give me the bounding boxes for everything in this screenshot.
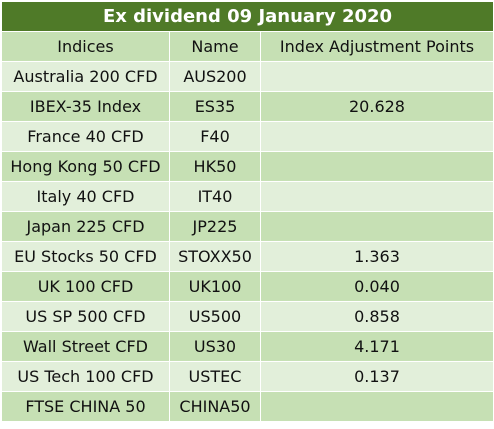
- index-cell: US Tech 100 CFD: [1, 361, 170, 392]
- table-row: Hong Kong 50 CFD HK50: [1, 151, 494, 182]
- table-row: UK 100 CFD UK100 0.040: [1, 271, 494, 302]
- points-cell: [260, 151, 494, 182]
- table-row: Japan 225 CFD JP225: [1, 211, 494, 242]
- index-cell: UK 100 CFD: [1, 271, 170, 302]
- index-cell: Italy 40 CFD: [1, 181, 170, 212]
- index-cell: Japan 225 CFD: [1, 211, 170, 242]
- symbol-cell: AUS200: [169, 61, 261, 92]
- index-cell: US SP 500 CFD: [1, 301, 170, 332]
- table-row: EU Stocks 50 CFD STOXX50 1.363: [1, 241, 494, 272]
- symbol-cell: IT40: [169, 181, 261, 212]
- table-row: Italy 40 CFD IT40: [1, 181, 494, 212]
- title-row: Ex dividend 09 January 2020: [1, 1, 494, 32]
- points-cell: 0.137: [260, 361, 494, 392]
- table-row: IBEX-35 Index ES35 20.628: [1, 91, 494, 122]
- symbol-cell: ES35: [169, 91, 261, 122]
- points-cell: 1.363: [260, 241, 494, 272]
- index-cell: Wall Street CFD: [1, 331, 170, 362]
- column-header-indices: Indices: [1, 31, 170, 62]
- column-header-points: Index Adjustment Points: [260, 31, 494, 62]
- symbol-cell: US30: [169, 331, 261, 362]
- points-cell: 20.628: [260, 91, 494, 122]
- table-row: France 40 CFD F40: [1, 121, 494, 152]
- index-cell: France 40 CFD: [1, 121, 170, 152]
- index-cell: Hong Kong 50 CFD: [1, 151, 170, 182]
- index-cell: EU Stocks 50 CFD: [1, 241, 170, 272]
- table-body: Australia 200 CFD AUS200 IBEX-35 Index E…: [1, 61, 494, 422]
- table-title: Ex dividend 09 January 2020: [1, 1, 494, 32]
- symbol-cell: UK100: [169, 271, 261, 302]
- table-row: FTSE CHINA 50 CHINA50: [1, 391, 494, 422]
- header-row: Indices Name Index Adjustment Points: [1, 31, 494, 62]
- points-cell: 0.040: [260, 271, 494, 302]
- column-header-name: Name: [169, 31, 261, 62]
- symbol-cell: STOXX50: [169, 241, 261, 272]
- index-cell: Australia 200 CFD: [1, 61, 170, 92]
- symbol-cell: US500: [169, 301, 261, 332]
- points-cell: [260, 121, 494, 152]
- index-cell: FTSE CHINA 50: [1, 391, 170, 422]
- table-row: US SP 500 CFD US500 0.858: [1, 301, 494, 332]
- table-row: Australia 200 CFD AUS200: [1, 61, 494, 92]
- symbol-cell: USTEC: [169, 361, 261, 392]
- points-cell: 4.171: [260, 331, 494, 362]
- table-row: Wall Street CFD US30 4.171: [1, 331, 494, 362]
- points-cell: [260, 391, 494, 422]
- symbol-cell: F40: [169, 121, 261, 152]
- points-cell: 0.858: [260, 301, 494, 332]
- symbol-cell: JP225: [169, 211, 261, 242]
- points-cell: [260, 181, 494, 212]
- points-cell: [260, 211, 494, 242]
- symbol-cell: CHINA50: [169, 391, 261, 422]
- points-cell: [260, 61, 494, 92]
- index-cell: IBEX-35 Index: [1, 91, 170, 122]
- table-row: US Tech 100 CFD USTEC 0.137: [1, 361, 494, 392]
- symbol-cell: HK50: [169, 151, 261, 182]
- dividend-table: Ex dividend 09 January 2020 Indices Name…: [1, 1, 494, 422]
